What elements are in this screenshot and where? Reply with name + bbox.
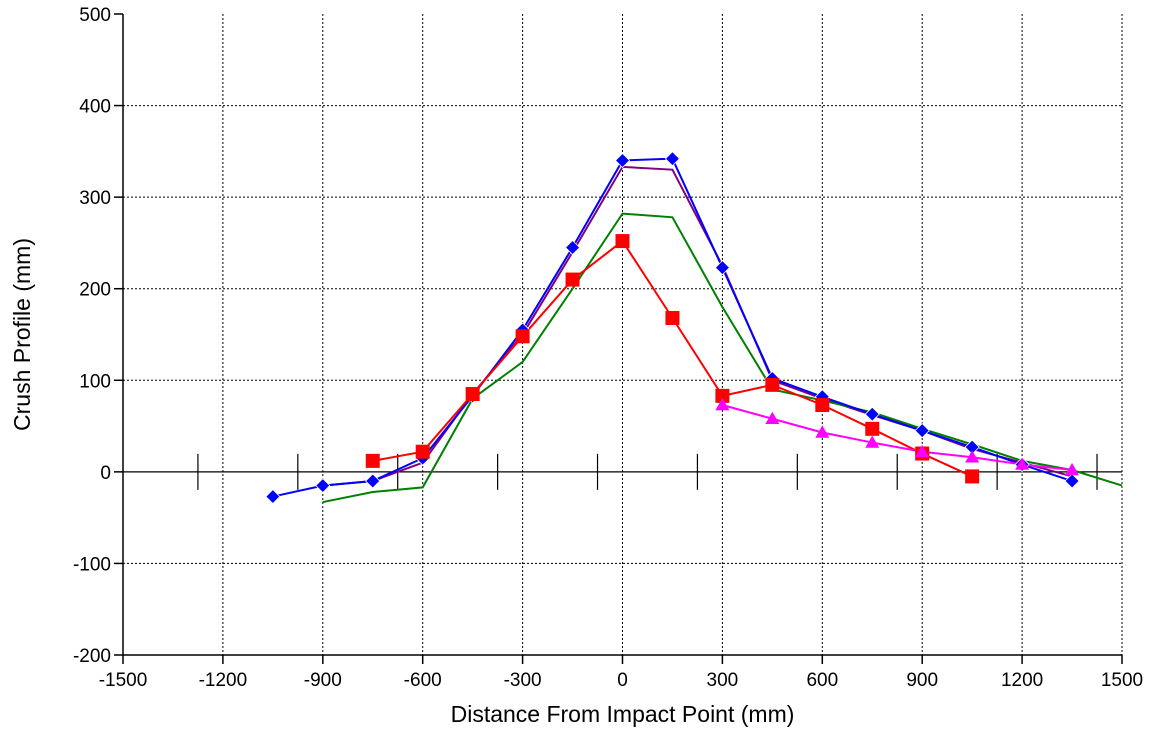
x-tick-label: 300: [707, 670, 739, 691]
x-tick-label: 1200: [1001, 670, 1043, 691]
triangle-marker: [965, 450, 980, 463]
series-markers: [265, 151, 1080, 505]
series-line-3: [272, 157, 1073, 498]
x-axis-title: Distance From Impact Point (mm): [451, 701, 795, 727]
y-tick-label: 100: [79, 371, 111, 392]
square-marker: [815, 398, 830, 413]
zero-line: [123, 453, 1122, 490]
diamond-marker: [1064, 473, 1080, 489]
triangle-marker: [815, 425, 830, 438]
triangle-marker: [1015, 457, 1030, 470]
diamond-marker: [564, 239, 581, 256]
diamond-marker: [864, 406, 880, 422]
x-tick-label: -300: [504, 670, 542, 691]
diamond-marker: [664, 151, 681, 167]
triangle-marker: [715, 398, 730, 411]
diamond-marker: [914, 423, 930, 439]
x-tick-label: 1500: [1101, 670, 1143, 691]
series-line-4: [372, 239, 973, 478]
x-tick-label: 0: [617, 670, 628, 691]
y-tick-label: -200: [73, 646, 111, 667]
y-tick-label: 0: [100, 463, 111, 484]
y-axis-title: Crush Profile (mm): [9, 238, 35, 431]
series-lines: [272, 157, 1123, 504]
x-tick-label: -1200: [199, 670, 248, 691]
x-tick-label: -600: [404, 670, 442, 691]
square-marker: [465, 387, 480, 402]
square-marker: [965, 469, 980, 484]
square-marker: [365, 453, 380, 468]
series-line-5: [722, 404, 1073, 472]
x-tick-label: -1500: [99, 670, 148, 691]
triangle-marker: [865, 435, 880, 448]
series-line-2: [322, 212, 1123, 504]
y-tick-label: 200: [79, 280, 111, 301]
triangle-marker: [765, 411, 780, 424]
diamond-marker: [614, 152, 631, 169]
square-marker: [565, 272, 580, 287]
diamond-marker: [265, 489, 281, 505]
diamond-marker: [315, 478, 331, 494]
triangle-marker: [1065, 463, 1080, 476]
square-marker: [415, 444, 430, 459]
square-marker: [865, 421, 880, 436]
square-marker: [615, 234, 630, 249]
square-marker: [665, 311, 680, 326]
x-tick-label: 900: [906, 670, 938, 691]
y-tick-label: 300: [79, 188, 111, 209]
triangle-marker: [915, 444, 930, 457]
square-marker: [765, 377, 780, 392]
tick-labels: -200 -100 0 100 200 300 400 500 -1500 -1200 -900 -6…: [73, 5, 1143, 691]
square-marker: [515, 329, 530, 344]
y-tick-label: 400: [79, 97, 111, 118]
diamond-marker: [714, 260, 730, 276]
x-tick-label: -900: [304, 670, 342, 691]
axes: [114, 13, 1123, 664]
y-tick-label: -100: [73, 554, 111, 575]
square-marker: [715, 388, 730, 403]
grid: [123, 14, 1123, 655]
x-tick-label: 600: [806, 670, 838, 691]
diamond-marker: [365, 473, 381, 489]
y-tick-label: 500: [79, 5, 111, 26]
